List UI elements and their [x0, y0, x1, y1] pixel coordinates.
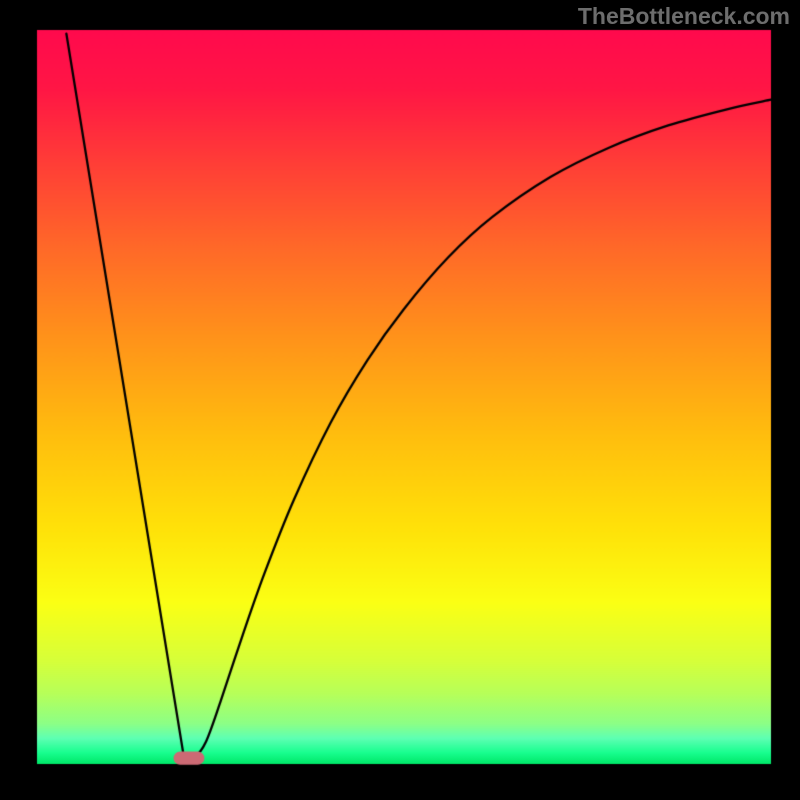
- watermark-text: TheBottleneck.com: [578, 3, 790, 30]
- bottleneck-chart: [0, 0, 800, 800]
